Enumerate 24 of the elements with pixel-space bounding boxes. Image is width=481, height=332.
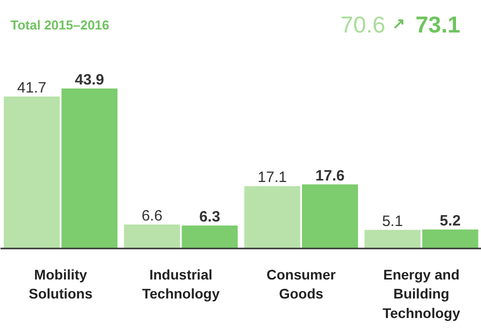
data-label: 43.9 — [74, 72, 104, 88]
data-label: 5.2 — [440, 212, 461, 230]
x-tick-label: Industrial Technology — [142, 266, 220, 302]
data-label: 5.1 — [382, 212, 403, 230]
text: 70.6 — [340, 12, 386, 38]
x-tick-label: Consumer Goods — [266, 266, 336, 302]
bar — [422, 230, 478, 248]
text: ↗ — [392, 16, 406, 32]
data-label: 17.1 — [258, 169, 287, 186]
bar — [124, 224, 180, 248]
data-label: 6.6 — [142, 207, 162, 224]
bar — [302, 184, 358, 248]
bar — [182, 226, 238, 248]
data-label: 41.7 — [17, 80, 46, 97]
data-label: 6.3 — [199, 208, 220, 226]
x-tick-label: Mobility Solutions — [28, 266, 93, 302]
text: 73.1 — [416, 12, 460, 38]
text: Total 2015–2016 — [10, 18, 110, 32]
bar — [4, 96, 60, 248]
bar — [61, 88, 118, 248]
x-tick-label: Energy and Building Technology — [382, 266, 460, 321]
data-label: 17.6 — [315, 167, 345, 184]
bar — [364, 230, 421, 248]
bar — [244, 186, 300, 248]
